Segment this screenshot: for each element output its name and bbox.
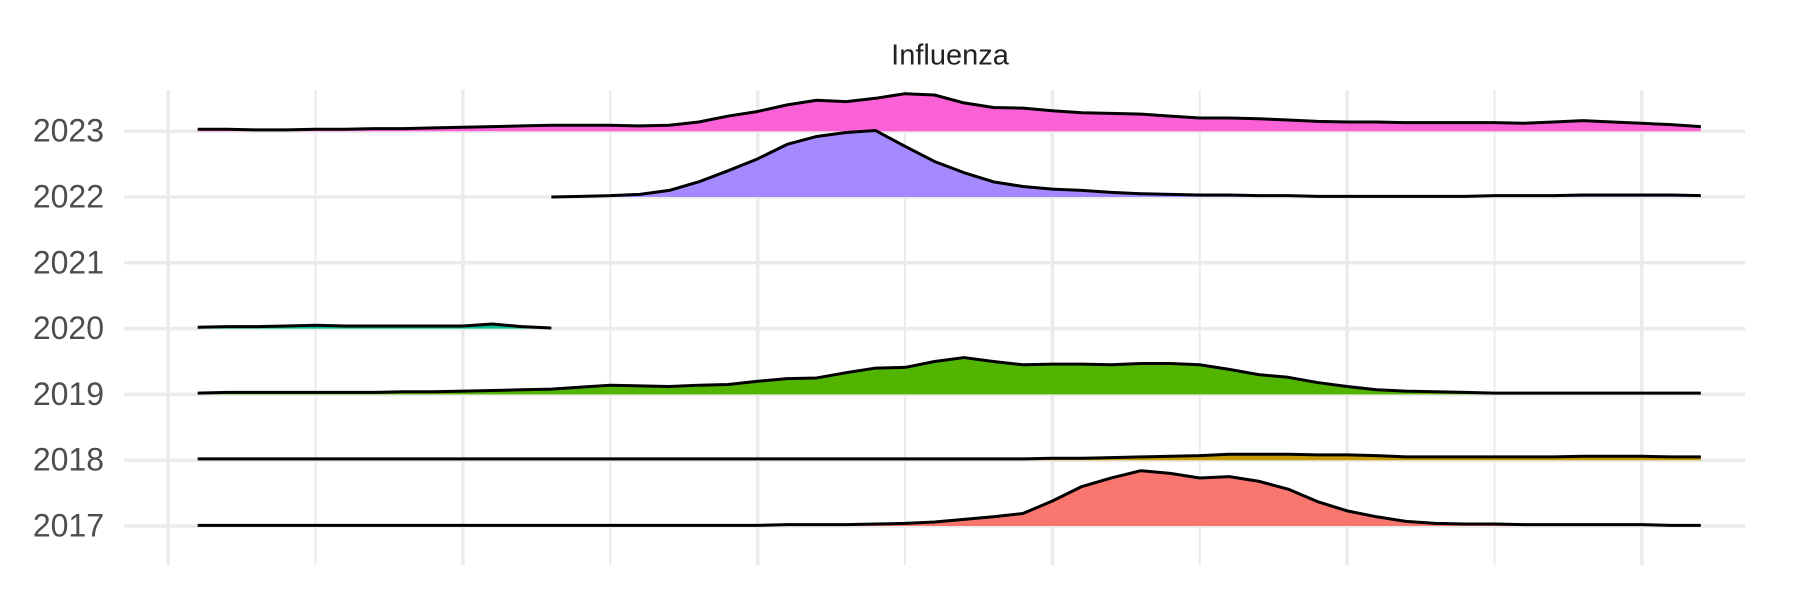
y-tick-label: 2017 [33,507,104,543]
y-tick-label: 2022 [33,178,104,214]
ridge-line [197,322,552,330]
y-tick-label: 2023 [33,113,104,149]
ridge-line [551,129,1701,199]
y-tick-label: 2019 [33,376,104,412]
ridge-area [551,130,1701,197]
y-tick-label: 2020 [33,310,104,346]
ridge-line [197,469,1701,527]
y-tick-label: 2018 [33,442,104,478]
ridge-line [197,356,1701,395]
chart-title: Influenza [891,40,1010,72]
ridge-area [197,470,1701,526]
y-tick-label: 2021 [33,244,104,280]
ridge-line [197,92,1701,132]
ridge-area [197,357,1701,395]
ridge-line [197,452,1701,461]
